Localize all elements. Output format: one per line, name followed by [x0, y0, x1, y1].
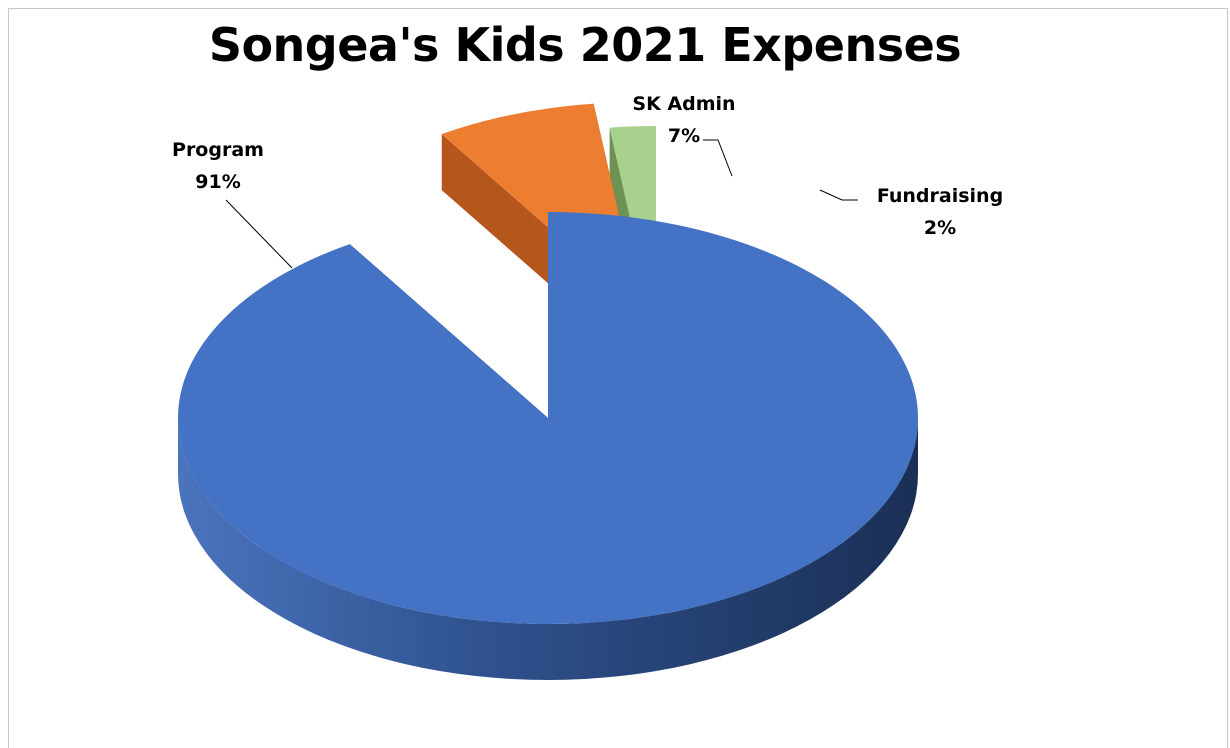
slice-side-wall	[178, 418, 918, 680]
chart-title: Songea's Kids 2021 Expenses	[208, 18, 962, 72]
data-label-sk-admin-name: SK Admin	[632, 93, 735, 115]
leader-fundraising	[819, 189, 858, 201]
leader-program	[225, 199, 293, 269]
chart-frame	[8, 8, 1228, 748]
data-label-fundraising-value: 2%	[924, 217, 956, 239]
pie-slices	[178, 103, 919, 680]
data-labels: Program 91% SK Admin 7% Fundraising 2%	[172, 93, 1003, 239]
slice-top	[178, 212, 919, 624]
data-label-program-name: Program	[172, 139, 264, 161]
data-label-program-value: 91%	[195, 171, 240, 193]
pie-slice-program	[178, 212, 919, 680]
data-label-sk-admin-value: 7%	[668, 125, 700, 147]
data-label-fundraising-name: Fundraising	[877, 185, 1003, 207]
leader-sk-admin	[703, 139, 733, 177]
leader-lines	[225, 139, 858, 269]
